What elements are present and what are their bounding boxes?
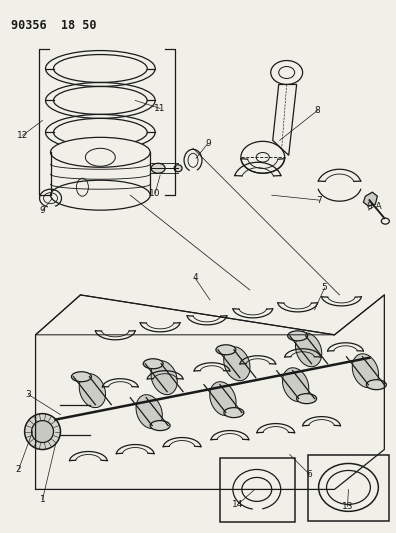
Ellipse shape xyxy=(282,368,309,402)
Ellipse shape xyxy=(224,347,250,381)
Text: 9: 9 xyxy=(205,139,211,148)
Ellipse shape xyxy=(150,421,170,431)
Ellipse shape xyxy=(210,382,236,416)
Ellipse shape xyxy=(136,394,162,429)
Text: 3: 3 xyxy=(26,390,31,399)
Text: 5: 5 xyxy=(322,284,327,293)
Ellipse shape xyxy=(174,165,182,172)
Ellipse shape xyxy=(287,331,308,341)
Text: 1: 1 xyxy=(40,495,46,504)
Ellipse shape xyxy=(143,359,163,369)
Ellipse shape xyxy=(51,180,150,210)
Ellipse shape xyxy=(224,408,244,417)
Bar xyxy=(308,455,389,521)
Text: 9: 9 xyxy=(40,206,46,215)
Bar xyxy=(220,457,295,522)
Ellipse shape xyxy=(352,354,379,387)
Ellipse shape xyxy=(151,361,177,394)
Text: 12: 12 xyxy=(17,131,28,140)
Text: 11: 11 xyxy=(154,104,166,113)
Text: 2: 2 xyxy=(16,465,21,474)
Text: 8 A: 8 A xyxy=(367,201,382,211)
Ellipse shape xyxy=(295,333,322,367)
Ellipse shape xyxy=(25,414,61,449)
Ellipse shape xyxy=(51,138,150,167)
Text: 10: 10 xyxy=(149,189,161,198)
Ellipse shape xyxy=(216,345,236,355)
Ellipse shape xyxy=(71,372,91,382)
Polygon shape xyxy=(364,192,377,206)
Text: 90356  18 50: 90356 18 50 xyxy=(11,19,96,31)
Ellipse shape xyxy=(151,163,165,173)
Ellipse shape xyxy=(32,421,53,442)
Text: 6: 6 xyxy=(307,470,312,479)
Ellipse shape xyxy=(297,394,316,403)
Ellipse shape xyxy=(79,374,105,408)
Text: 4: 4 xyxy=(192,273,198,282)
Text: 14: 14 xyxy=(232,500,244,509)
Text: 8: 8 xyxy=(315,106,320,115)
Text: 13: 13 xyxy=(342,502,353,511)
Ellipse shape xyxy=(366,379,386,390)
Text: 7: 7 xyxy=(317,196,322,205)
